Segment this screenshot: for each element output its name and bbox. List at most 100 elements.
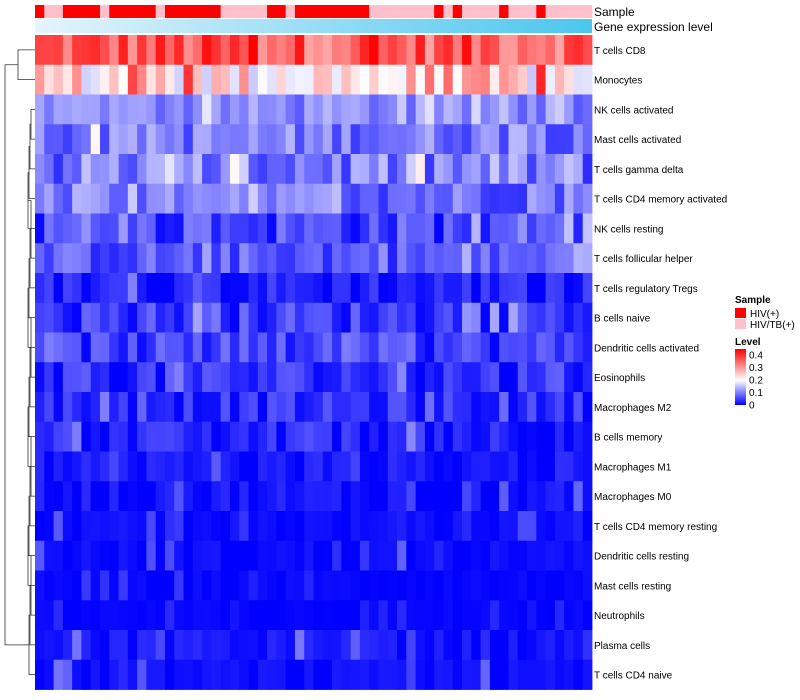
heatmap-cell bbox=[192, 570, 203, 601]
heatmap-cell bbox=[220, 183, 231, 214]
heatmap-cell bbox=[211, 94, 222, 125]
heatmap-cell bbox=[545, 154, 556, 185]
heatmap-cell bbox=[573, 94, 584, 125]
sample-annotation-cell bbox=[211, 5, 222, 18]
heatmap-cell bbox=[257, 481, 268, 512]
heatmap-cell bbox=[424, 332, 435, 363]
heatmap-cell bbox=[62, 273, 73, 304]
heatmap-cell bbox=[341, 35, 352, 66]
heatmap-cell bbox=[53, 35, 64, 66]
heatmap-cell bbox=[229, 421, 240, 452]
heatmap-cell bbox=[406, 570, 417, 601]
heatmap-cell bbox=[313, 570, 324, 601]
heatmap-cell bbox=[267, 362, 277, 393]
heatmap-cell bbox=[146, 124, 157, 155]
heatmap-cell bbox=[536, 183, 546, 214]
heatmap-cell bbox=[545, 213, 556, 244]
sample-annotation-cell bbox=[267, 5, 277, 18]
heatmap-cell bbox=[202, 243, 212, 274]
row-label: T cells CD8 bbox=[594, 46, 646, 57]
heatmap-cell bbox=[220, 213, 231, 244]
heatmap-cell bbox=[211, 540, 222, 571]
row-label: Macrophages M0 bbox=[594, 492, 672, 503]
heatmap-cell bbox=[35, 183, 45, 214]
heatmap-cell bbox=[257, 94, 268, 125]
heatmap-cell bbox=[53, 421, 64, 452]
heatmap-cell bbox=[499, 213, 509, 244]
heatmap-cell bbox=[359, 94, 370, 125]
heatmap-cell bbox=[415, 213, 426, 244]
heatmap-cell bbox=[127, 64, 138, 95]
heatmap-cell bbox=[239, 94, 249, 125]
heatmap-cell bbox=[304, 213, 314, 244]
heatmap-cell bbox=[341, 243, 352, 274]
heatmap-cell bbox=[174, 243, 184, 274]
heatmap-cell bbox=[508, 213, 519, 244]
heatmap-cell bbox=[369, 481, 379, 512]
heatmap-cell bbox=[183, 630, 194, 661]
heatmap-cell bbox=[127, 421, 138, 452]
heatmap-cell bbox=[155, 213, 166, 244]
heatmap-cell bbox=[35, 421, 45, 452]
row-label: Monocytes bbox=[594, 76, 642, 87]
heatmap-cell bbox=[313, 659, 324, 690]
heatmap-cell bbox=[582, 124, 593, 155]
heatmap-cell bbox=[359, 183, 370, 214]
heatmap-cell bbox=[99, 451, 110, 482]
heatmap-cell bbox=[211, 421, 222, 452]
heatmap-cell bbox=[202, 392, 212, 423]
heatmap-cell bbox=[109, 421, 119, 452]
heatmap-cell bbox=[527, 630, 537, 661]
heatmap-cell bbox=[267, 332, 277, 363]
heatmap-cell bbox=[62, 630, 73, 661]
heatmap-cell bbox=[564, 362, 574, 393]
row-label: Macrophages M1 bbox=[594, 462, 672, 473]
heatmap-cell bbox=[480, 659, 491, 690]
heatmap-cell bbox=[480, 481, 491, 512]
heatmap-cell bbox=[313, 64, 324, 95]
heatmap-cell bbox=[369, 94, 379, 125]
heatmap-cell bbox=[53, 302, 64, 333]
heatmap-cell bbox=[44, 481, 54, 512]
heatmap-cell bbox=[202, 183, 212, 214]
row-label: T cells gamma delta bbox=[594, 165, 684, 176]
heatmap-cell bbox=[257, 600, 268, 631]
heatmap-cell bbox=[527, 570, 537, 601]
heatmap-cell bbox=[109, 451, 119, 482]
heatmap-cell bbox=[452, 332, 463, 363]
heatmap-cell bbox=[415, 273, 426, 304]
heatmap-cell bbox=[499, 540, 509, 571]
heatmap-cell bbox=[480, 273, 491, 304]
heatmap-cell bbox=[304, 362, 314, 393]
heatmap-cell bbox=[146, 451, 157, 482]
heatmap-cell bbox=[155, 511, 166, 542]
heatmap-cell bbox=[155, 273, 166, 304]
heatmap-cell bbox=[267, 392, 277, 423]
heatmap-cell bbox=[415, 94, 426, 125]
heatmap-cell bbox=[545, 511, 556, 542]
heatmap-cell bbox=[99, 64, 110, 95]
heatmap-cell bbox=[62, 481, 73, 512]
heatmap-cell bbox=[118, 600, 129, 631]
heatmap-cell bbox=[527, 540, 537, 571]
heatmap-cell bbox=[582, 630, 593, 661]
heatmap-cell bbox=[174, 540, 184, 571]
heatmap-cell bbox=[387, 600, 398, 631]
heatmap-cell bbox=[508, 451, 519, 482]
heatmap-cell bbox=[564, 273, 574, 304]
heatmap-cell bbox=[294, 332, 305, 363]
heatmap-cell bbox=[564, 302, 574, 333]
heatmap-cell bbox=[378, 213, 389, 244]
heatmap-cell bbox=[415, 451, 426, 482]
heatmap-cell bbox=[90, 451, 101, 482]
heatmap-cell bbox=[239, 273, 249, 304]
heatmap-cell bbox=[545, 630, 556, 661]
heatmap-cell bbox=[359, 659, 370, 690]
heatmap-cell bbox=[424, 183, 435, 214]
heatmap-cell bbox=[462, 273, 472, 304]
heatmap-cell bbox=[35, 64, 45, 95]
heatmap-cell bbox=[294, 213, 305, 244]
heatmap-cell bbox=[202, 94, 212, 125]
heatmap-cell bbox=[489, 213, 500, 244]
heatmap-cell bbox=[406, 451, 417, 482]
